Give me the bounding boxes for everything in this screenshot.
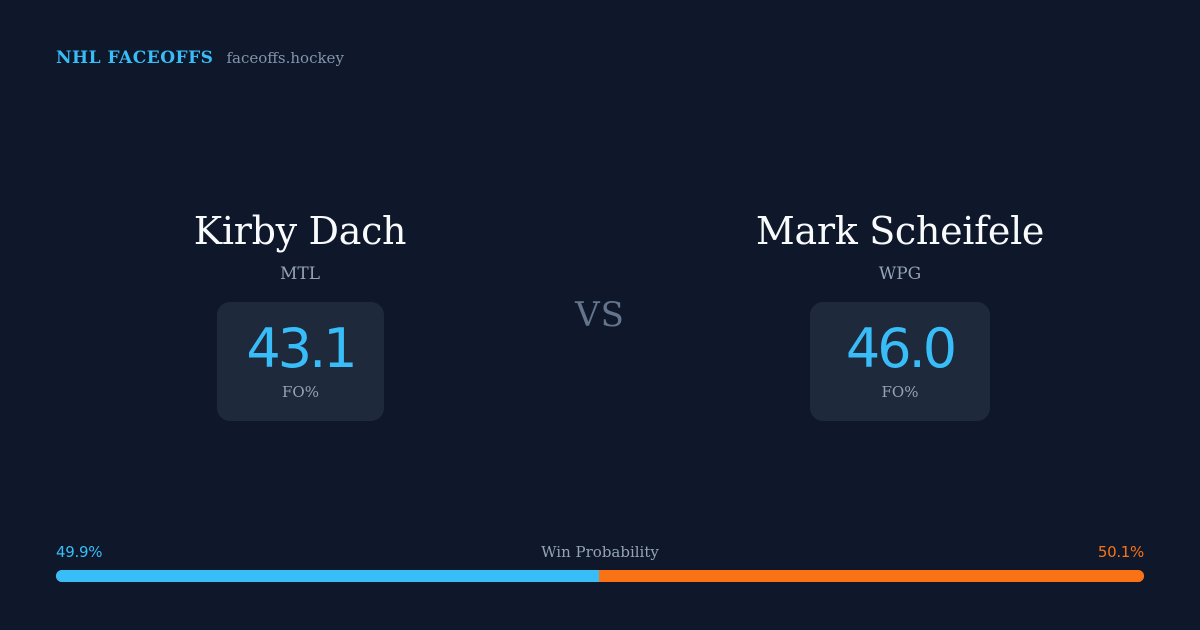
player-right-fo-value: 46.0 xyxy=(845,317,957,380)
win-probability-left-fill xyxy=(56,570,599,582)
win-probability-bar xyxy=(56,570,1144,582)
win-probability-right-fill xyxy=(598,570,1144,582)
win-probability-title: Win Probability xyxy=(541,543,659,561)
player-right: Mark Scheifele WPG xyxy=(600,205,1200,285)
brand-site: faceoffs.hockey xyxy=(226,49,344,67)
win-probability-left-label: 49.9% xyxy=(56,543,103,561)
brand-name: NHL FACEOFFS xyxy=(56,48,214,68)
player-left-team: MTL xyxy=(279,264,321,284)
player-right-team: WPG xyxy=(878,264,922,284)
win-probability-right-label: 50.1% xyxy=(1097,543,1144,561)
player-left-fo-label: FO% xyxy=(282,383,319,401)
player-right-fo-label: FO% xyxy=(881,383,919,401)
player-right-stat-card: 46.0 FO% xyxy=(810,302,990,421)
player-right-name: Mark Scheifele xyxy=(755,209,1045,253)
brand-header: NHL FACEOFFS faceoffs.hockey xyxy=(56,48,344,68)
player-left: Kirby Dach MTL xyxy=(0,205,600,285)
vs-label: VS xyxy=(575,295,625,335)
player-left-name: Kirby Dach xyxy=(193,209,407,253)
player-left-fo-value: 43.1 xyxy=(246,317,357,380)
player-left-stat-card: 43.1 FO% xyxy=(217,302,384,421)
